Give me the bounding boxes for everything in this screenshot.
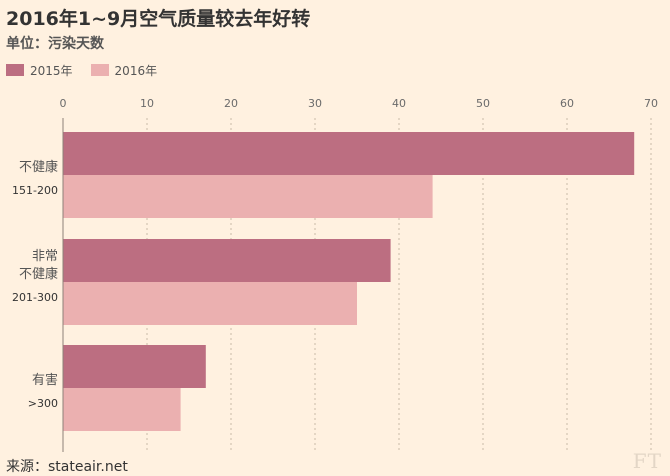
legend: 2015年 2016年: [6, 62, 175, 78]
legend-swatch-2015: [6, 64, 24, 76]
x-tick-label-30: 30: [308, 97, 322, 110]
x-tick-label-50: 50: [476, 97, 490, 110]
x-tick-label-20: 20: [224, 97, 238, 110]
category-label-2-line-0: 有害: [32, 372, 58, 388]
x-tick-label-70: 70: [644, 97, 658, 110]
category-range-0: 151-200: [12, 184, 58, 197]
legend-swatch-2016: [90, 64, 109, 76]
category-label-1-line-0: 非常: [32, 249, 58, 264]
category-label-1-line-1: 不健康: [19, 266, 58, 282]
bar-2016年-201-300: [63, 282, 357, 325]
chart-title: 2016年1~9月空气质量较去年好转: [6, 8, 311, 30]
category-range-2: >300: [28, 397, 58, 410]
x-tick-label-60: 60: [560, 97, 574, 110]
chart-subtitle: 单位：污染天数: [6, 36, 104, 52]
legend-label-2015: 2015年: [30, 63, 73, 78]
category-range-1: 201-300: [12, 291, 58, 304]
bar-2015年-151-200: [63, 132, 635, 175]
x-tick-label-10: 10: [140, 97, 154, 110]
legend-item-2016: 2016年: [90, 62, 158, 79]
bar-2015年->300: [63, 345, 206, 388]
category-label-0-line-0: 不健康: [19, 159, 58, 175]
legend-label-2016: 2016年: [114, 63, 158, 78]
bar-2016年-151-200: [63, 175, 433, 218]
bar-2016年->300: [63, 388, 181, 431]
x-tick-label-40: 40: [392, 97, 406, 110]
bar-2015年-201-300: [63, 239, 391, 282]
legend-item-2015: 2015年: [6, 62, 73, 79]
ft-logo: FT: [632, 449, 662, 473]
x-tick-label-0: 0: [60, 97, 67, 110]
source-note: 来源：stateair.net: [6, 459, 128, 475]
